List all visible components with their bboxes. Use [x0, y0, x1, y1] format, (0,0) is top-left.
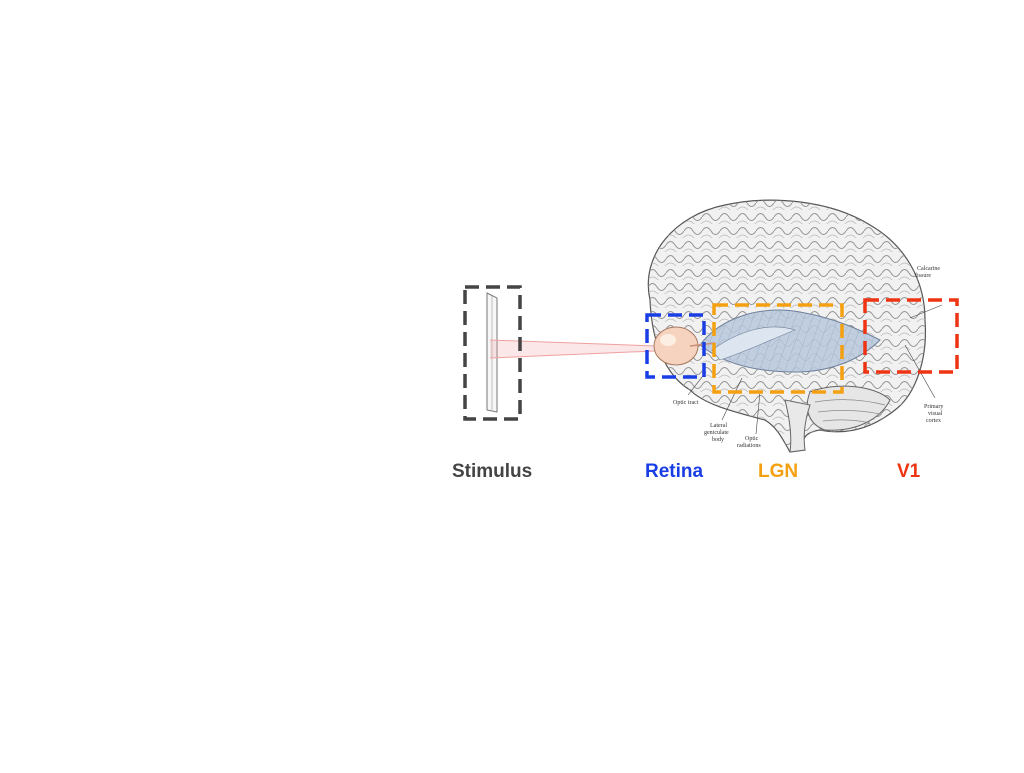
lateral-geniculate-label-2: geniculate	[704, 430, 729, 436]
stimulus-label: Stimulus	[452, 461, 533, 482]
calcarine-label-2: fissure	[915, 272, 931, 279]
annotation-labels: Optic tract Lateral geniculate body Opti…	[673, 266, 943, 449]
light-ray-icon	[489, 339, 656, 359]
optic-radiation-label-2: radiations	[737, 443, 761, 449]
calcarine-label-1: Calcarine	[917, 266, 940, 272]
brain-icon	[647, 199, 927, 453]
stimulus-screen-icon	[486, 292, 498, 413]
lgn-label: LGN	[758, 461, 799, 482]
v1-region-box	[863, 298, 959, 374]
optic-radiation-label-1: Optic	[745, 436, 759, 442]
optic-tract-label: Optic tract	[673, 400, 699, 406]
visual-cortex-label-1: Primary	[924, 404, 943, 410]
lateral-geniculate-label-1: Lateral	[710, 423, 727, 429]
retina-label: Retina	[645, 461, 704, 482]
v1-label: V1	[897, 461, 921, 482]
retina-region-box	[645, 313, 706, 379]
visual-cortex-label-2: visual	[928, 411, 943, 417]
visual-cortex-label-3: cortex	[926, 418, 941, 424]
lgn-region-box	[712, 303, 844, 394]
stimulus-region-box	[463, 285, 522, 421]
lateral-geniculate-label-3: body	[712, 437, 724, 443]
